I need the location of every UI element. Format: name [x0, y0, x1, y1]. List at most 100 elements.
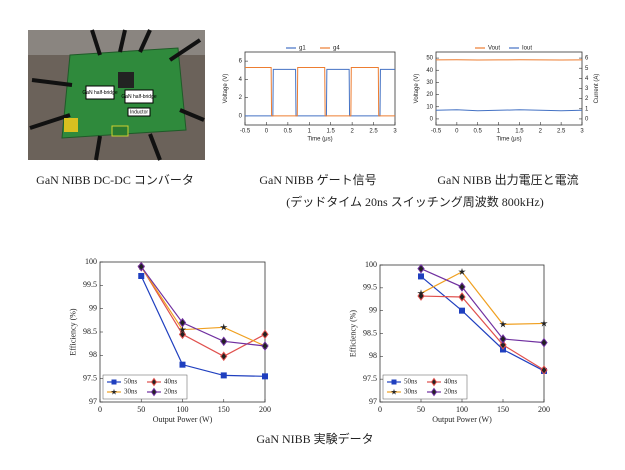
marker — [458, 267, 466, 276]
marker — [418, 273, 424, 280]
marker — [417, 263, 425, 274]
y-tick-label: 97.5 — [83, 373, 97, 382]
caption: (デッドタイム 20ns スイッチング周波数 800kHz) — [286, 194, 543, 209]
x-tick-label: 2.5 — [369, 129, 378, 135]
x-tick-label: 3 — [580, 129, 584, 135]
legend-label: Iout — [522, 46, 532, 52]
chart: -0.5 0 0.5 1 1.5 2 2.5 3010203040500123456Time … — [414, 46, 600, 143]
cables — [29, 29, 205, 161]
legend-label: 50ns — [404, 378, 418, 386]
x-tick-label: 2 — [539, 129, 543, 135]
y2-tick-label: 3 — [585, 86, 589, 92]
y-tick-label: 0 — [239, 113, 243, 119]
series-line — [435, 109, 583, 112]
inductor — [118, 72, 134, 88]
y2-tick-label: 1 — [585, 106, 589, 112]
x-tick-label: 0 — [378, 405, 382, 414]
marker — [540, 319, 548, 327]
y-tick-label: 99 — [369, 305, 377, 314]
chart: -0.5 0 0.5 1 1.5 2 2.5 3 0 2 4 6 Time (μs) Voltage (V… — [223, 46, 398, 143]
y-tick-label: 6 — [239, 59, 243, 65]
x-tick-label: 0.5 — [474, 129, 483, 135]
x-tick-label: 50 — [417, 405, 425, 414]
y-axis-label: Voltage (V) — [223, 74, 229, 104]
legend-marker — [391, 379, 397, 385]
marker — [178, 329, 187, 340]
photo-label: GaN half-bridge — [121, 94, 157, 100]
x-axis-label: Output Power (W) — [432, 415, 492, 424]
caption: GaN NIBB DC-DC コンバータ — [36, 173, 194, 187]
x-tick-label: 3 — [393, 129, 397, 135]
y-tick-label: 100 — [365, 260, 377, 269]
y-tick-label: 98 — [369, 351, 377, 360]
y-tick-label: 40 — [426, 68, 433, 74]
series-line — [140, 275, 266, 377]
label-box — [127, 107, 151, 117]
legend-box — [382, 374, 468, 400]
legend-label: 40ns — [164, 378, 178, 386]
x-tick-label: 1 — [308, 129, 312, 135]
y-tick-label: 99 — [89, 303, 97, 312]
x-axis-label: Time (μs) — [307, 136, 332, 142]
legend-label: 30ns — [404, 388, 418, 396]
marker — [261, 329, 269, 340]
legend-label: g1 — [299, 46, 306, 52]
y-tick-label: 98 — [89, 350, 97, 359]
x-tick-label: 200 — [538, 405, 550, 414]
x-tick-label: 100 — [456, 405, 468, 414]
marker — [417, 289, 425, 297]
series-line — [420, 271, 545, 325]
y2-tick-label: 0 — [585, 116, 589, 122]
marker — [220, 323, 228, 331]
legend-label: Vout — [488, 46, 500, 52]
marker — [220, 372, 227, 379]
legend-label: 40ns — [444, 378, 458, 386]
x-tick-label: 0 — [455, 129, 459, 135]
marker — [499, 340, 507, 350]
series-line — [420, 268, 545, 344]
label-box — [85, 85, 115, 100]
y2-tick-label: 4 — [585, 76, 589, 82]
x-tick-label: 0 — [98, 405, 102, 414]
marker — [540, 365, 548, 375]
plot-frame — [244, 51, 396, 126]
y-tick-label: 20 — [426, 92, 433, 98]
series-line — [420, 275, 545, 372]
marker — [417, 291, 425, 301]
y-tick-label: 97.5 — [363, 374, 377, 383]
x-tick-label: 200 — [259, 405, 271, 414]
plot-frame — [435, 51, 583, 126]
marker — [540, 337, 548, 348]
x-tick-label: 150 — [218, 405, 230, 414]
marker — [458, 292, 466, 302]
marker — [179, 361, 186, 368]
y-tick-label: 4 — [239, 77, 243, 83]
y-axis-label: Efficiency (%) — [68, 308, 77, 355]
caption: GaN NIBB 実験データ — [256, 431, 373, 446]
legend-marker — [111, 379, 117, 385]
caption: GaN NIBB 出力電圧と電流 — [437, 173, 578, 187]
marker — [262, 373, 268, 380]
marker — [137, 261, 145, 272]
legend-label: 30ns — [124, 388, 138, 396]
y2-tick-label: 2 — [585, 96, 589, 102]
y-tick-label: 97 — [369, 397, 377, 406]
x-tick-label: 150 — [497, 405, 509, 414]
x-tick-label: 1 — [497, 129, 501, 135]
y-tick-label: 50 — [426, 56, 433, 62]
terminal — [64, 118, 78, 132]
marker — [499, 334, 507, 344]
y-tick-label: 100 — [85, 257, 97, 266]
x-tick-label: 0.5 — [284, 129, 293, 135]
label-box — [124, 89, 154, 104]
legend-label: 20ns — [164, 388, 178, 396]
y-tick-label: 97 — [89, 397, 97, 406]
x-axis-label: Output Power (W) — [153, 415, 213, 424]
y-axis-label: Efficiency (%) — [348, 310, 357, 357]
marker — [220, 336, 228, 347]
x-tick-label: 100 — [177, 405, 189, 414]
marker — [178, 317, 187, 328]
x-tick-label: 2 — [350, 129, 354, 135]
marker — [220, 351, 228, 362]
